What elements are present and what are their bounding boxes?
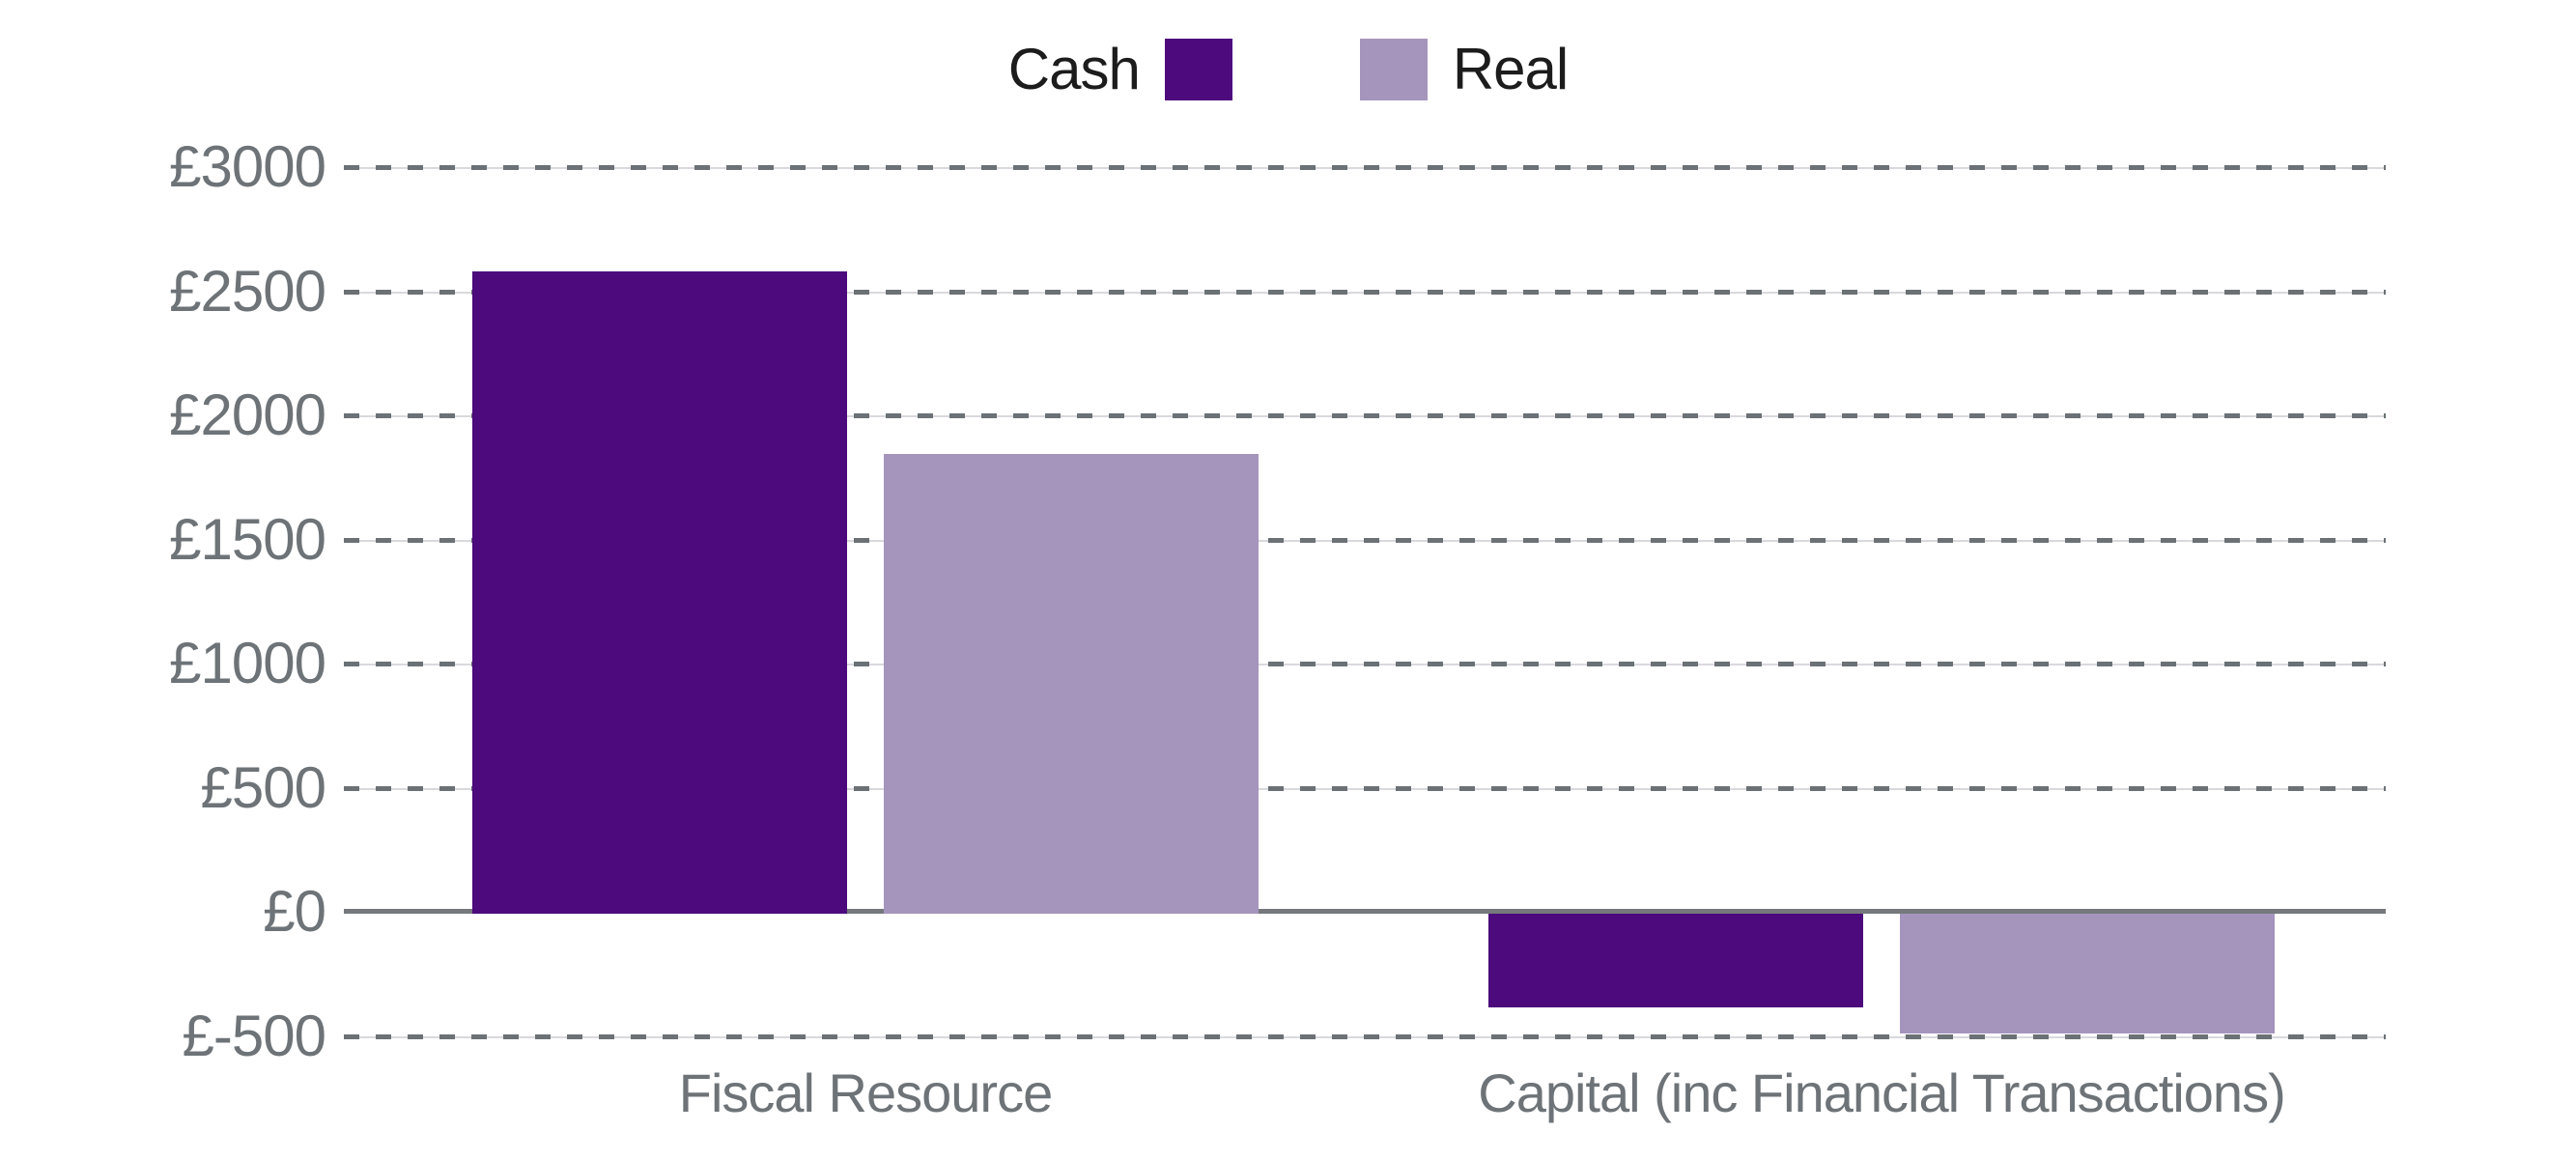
y-axis-tick-label: £2500 xyxy=(169,259,326,324)
zero-axis-line xyxy=(344,909,2386,914)
gridline xyxy=(344,538,2386,543)
bar-capital-inc-financial-transactions-cash xyxy=(1488,914,1863,1007)
legend-label-cash: Cash xyxy=(1007,37,1141,101)
bar-fiscal-resource-real xyxy=(884,454,1259,914)
gridline xyxy=(344,662,2386,666)
y-axis-tick-label: £2000 xyxy=(169,382,326,447)
gridline xyxy=(344,786,2386,791)
bar-capital-inc-financial-transactions-real xyxy=(1900,914,2275,1033)
legend-swatch-cash xyxy=(1164,39,1232,100)
gridline xyxy=(344,1034,2386,1039)
x-axis-category-label: Fiscal Resource xyxy=(678,1062,1053,1123)
gridline xyxy=(344,413,2386,418)
y-axis-tick-label: £3000 xyxy=(169,134,326,199)
legend: Cash Real xyxy=(0,39,2576,100)
bar-fiscal-resource-cash xyxy=(472,271,847,914)
y-axis-tick-label: £1000 xyxy=(169,631,326,695)
y-axis-tick-label: £500 xyxy=(200,755,326,820)
y-axis-tick-label: £1500 xyxy=(169,507,326,572)
gridline xyxy=(344,290,2386,295)
legend-label-real: Real xyxy=(1452,37,1569,101)
gridline xyxy=(344,165,2386,170)
y-axis-tick-label: £-500 xyxy=(182,1004,326,1068)
legend-swatch-real xyxy=(1359,39,1428,100)
y-axis-tick-label: £0 xyxy=(263,879,326,944)
x-axis-category-label: Capital (inc Financial Transactions) xyxy=(1478,1062,2285,1123)
